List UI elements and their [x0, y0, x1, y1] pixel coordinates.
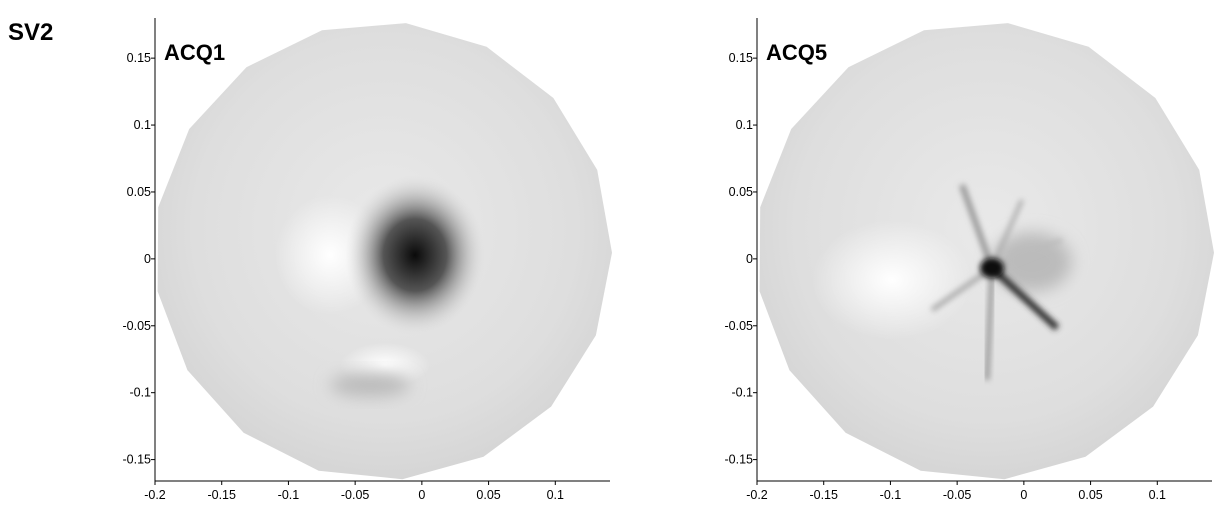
ridge [989, 265, 1060, 331]
panel-label: ACQ1 [164, 40, 225, 65]
ridge [984, 267, 995, 381]
y-tick-label: -0.05 [725, 319, 754, 333]
x-tick-label: 0 [1020, 488, 1027, 502]
y-tick-label: -0.1 [129, 386, 151, 400]
x-tick-label: -0.15 [809, 488, 838, 502]
x-tick-label: -0.1 [880, 488, 902, 502]
x-tick-label: 0.1 [1149, 488, 1166, 502]
shading [275, 175, 485, 397]
y-tick-label: 0 [746, 252, 753, 266]
x-tick-label: 0 [418, 488, 425, 502]
shadow [992, 232, 1072, 292]
y-tick-label: 0 [144, 252, 151, 266]
y-tick-label: -0.15 [725, 453, 754, 467]
x-tick-label: -0.2 [144, 488, 166, 502]
x-tick-label: -0.15 [207, 488, 236, 502]
ridge [990, 199, 1024, 269]
x-tick-label: 0.05 [1078, 488, 1102, 502]
x-tick-label: 0.05 [476, 488, 500, 502]
y-tick-label: 0.05 [127, 185, 151, 199]
y-tick-label: 0.15 [127, 51, 151, 65]
ridge [991, 238, 1063, 270]
x-tick-label: 0.1 [547, 488, 564, 502]
y-tick-label: 0.1 [736, 118, 753, 132]
x-tick-label: -0.1 [278, 488, 300, 502]
shading [812, 183, 1072, 381]
shadow [345, 175, 485, 335]
shadow [980, 258, 1004, 278]
ridge [959, 183, 995, 270]
figure-title: SV2 [8, 19, 53, 46]
y-tick-label: -0.05 [123, 319, 152, 333]
x-tick-label: -0.05 [341, 488, 370, 502]
x-tick-label: -0.05 [943, 488, 972, 502]
y-tick-label: 0.15 [729, 51, 753, 65]
y-tick-label: 0.1 [134, 118, 151, 132]
highlight [812, 220, 972, 340]
panel-label: ACQ5 [766, 40, 827, 65]
y-tick-label: 0.05 [729, 185, 753, 199]
y-tick-label: -0.15 [123, 453, 152, 467]
panel: -0.15 -0.1 -0.05 0 0.05 0.1 0.15 -0.2 -0.15 -0.1 -… [725, 18, 1214, 502]
y-tick-label: -0.1 [731, 386, 753, 400]
x-tick-label: -0.2 [746, 488, 768, 502]
ridge [930, 265, 994, 313]
shadow [330, 373, 410, 397]
panel: -0.15 -0.1 -0.05 0 0.05 0.1 0.15 -0.2 -0.15 -0.1 -… [123, 18, 612, 502]
